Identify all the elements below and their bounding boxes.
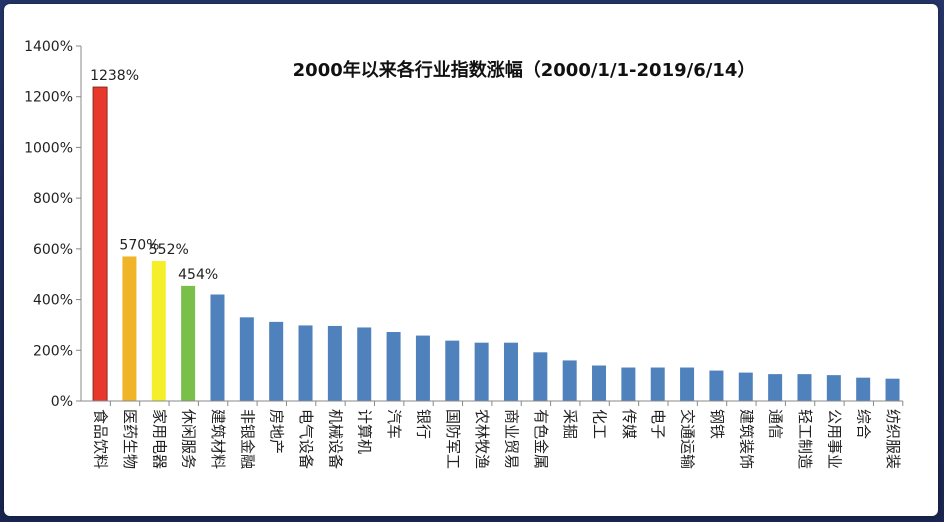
x-tick-label: 汽车: [385, 409, 403, 439]
y-tick-label: 200%: [33, 343, 73, 359]
x-tick-label: 医药生物: [121, 409, 139, 469]
data-label: 454%: [178, 267, 218, 283]
y-tick-label: 800%: [33, 191, 73, 207]
x-tick-label: 电气设备: [297, 409, 315, 469]
bar: [885, 378, 900, 401]
x-tick-label: 采掘: [561, 409, 579, 439]
x-tick-label: 传媒: [620, 409, 638, 439]
bar: [298, 325, 313, 401]
x-tick-label: 农林牧渔: [473, 409, 491, 469]
bar: [680, 367, 695, 401]
x-tick-label: 银行: [414, 409, 432, 439]
data-labels: 1238% 570%552% 454%: [90, 68, 218, 283]
industry-index-bar-chart: 2000年以来各行业指数涨幅（2000/1/1-2019/6/14） 0% 200…: [24, 39, 904, 469]
y-tick-label: 600%: [33, 242, 73, 258]
bar: [327, 325, 342, 401]
bar: [239, 317, 254, 401]
bar: [650, 367, 665, 401]
x-tick-label: 国防军工: [444, 409, 462, 469]
chart-panel: 2000年以来各行业指数涨幅（2000/1/1-2019/6/14） 0% 200…: [4, 4, 938, 516]
bar: [826, 375, 841, 401]
x-tick-label: 休闲服务: [180, 409, 198, 469]
data-label: 1238%: [90, 68, 139, 84]
x-tick-label: 建筑装饰: [737, 409, 755, 469]
x-tick-label: 电子: [649, 409, 667, 439]
x-tick-label: 公用事业: [825, 409, 843, 469]
bar: [269, 321, 284, 401]
x-tick-label: 交通运输: [679, 409, 697, 469]
x-tick-label: 化工: [591, 409, 609, 439]
y-axis: 0% 200% 400% 600% 800% 1000% 1200% 1400%: [24, 39, 82, 410]
bars: [92, 86, 900, 402]
bar: [768, 374, 783, 401]
x-tick-label: 机械设备: [326, 409, 344, 469]
bar: [856, 377, 871, 401]
bar: [562, 360, 577, 401]
x-tick-label: 建筑材料: [209, 409, 227, 469]
y-tick-label: 1200%: [24, 90, 73, 106]
bar: [386, 332, 401, 401]
bar: [92, 86, 108, 402]
x-tick-label: 计算机: [356, 409, 374, 454]
bar: [738, 372, 753, 401]
x-tick-label: 通信: [767, 409, 785, 439]
x-tick-label: 钢铁: [708, 409, 726, 439]
bar: [797, 374, 812, 401]
x-tick-label: 轻工制造: [796, 409, 814, 469]
bar: [592, 365, 607, 401]
y-tick-label: 0%: [51, 394, 73, 410]
bar: [357, 327, 372, 401]
bar: [474, 342, 489, 401]
data-label: 570%: [119, 237, 159, 253]
x-tick-label: 商业贸易: [502, 409, 520, 469]
y-tick-label: 1000%: [24, 140, 73, 156]
x-tick-label: 有色金属: [532, 409, 550, 469]
bar: [210, 294, 225, 401]
bar: [415, 335, 430, 401]
bar: [503, 342, 518, 401]
bar: [181, 285, 196, 401]
bar: [151, 261, 166, 401]
x-tick-label: 综合: [855, 409, 873, 439]
bar: [533, 352, 548, 401]
bar: [122, 256, 137, 401]
x-tick-label: 家用电器: [150, 409, 168, 469]
x-axis: 食品饮料 医药生物 家用电器 休闲服务 建筑材料 非银金融 房地产 电气设备 机械设备 计算机 汽车…: [81, 400, 904, 469]
bar: [709, 370, 724, 401]
y-tick-label: 1400%: [24, 39, 73, 55]
y-tick-label: 400%: [33, 293, 73, 309]
x-tick-label: 纺织服装: [884, 409, 902, 469]
x-tick-label: 食品饮料: [92, 409, 110, 469]
chart-title: 2000年以来各行业指数涨幅（2000/1/1-2019/6/14）: [293, 59, 756, 81]
bar: [621, 367, 636, 401]
data-label: 552%: [149, 242, 189, 258]
x-tick-label: 非银金融: [238, 409, 256, 469]
x-tick-label: 房地产: [268, 409, 286, 454]
bar: [445, 340, 460, 401]
